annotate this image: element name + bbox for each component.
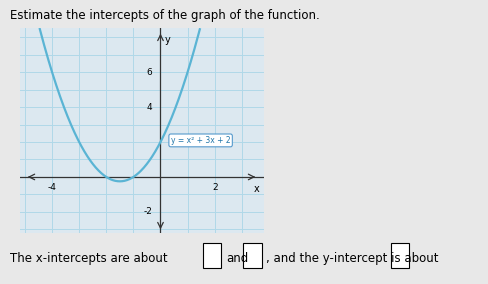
Text: The x-intercepts are about: The x-intercepts are about [10, 252, 167, 265]
Text: and: and [226, 252, 248, 265]
Text: y = x² + 3x + 2: y = x² + 3x + 2 [171, 136, 230, 145]
Text: , and the y-intercept is about: , and the y-intercept is about [266, 252, 439, 265]
Text: 4: 4 [147, 103, 152, 112]
FancyBboxPatch shape [203, 243, 221, 268]
Text: 2: 2 [212, 183, 218, 192]
Text: -2: -2 [143, 207, 152, 216]
Text: Estimate the intercepts of the graph of the function.: Estimate the intercepts of the graph of … [10, 9, 320, 22]
Text: -4: -4 [48, 183, 57, 192]
Text: x: x [254, 184, 260, 194]
Text: y: y [164, 36, 170, 45]
Text: 6: 6 [146, 68, 152, 77]
FancyBboxPatch shape [243, 243, 262, 268]
FancyBboxPatch shape [391, 243, 409, 268]
